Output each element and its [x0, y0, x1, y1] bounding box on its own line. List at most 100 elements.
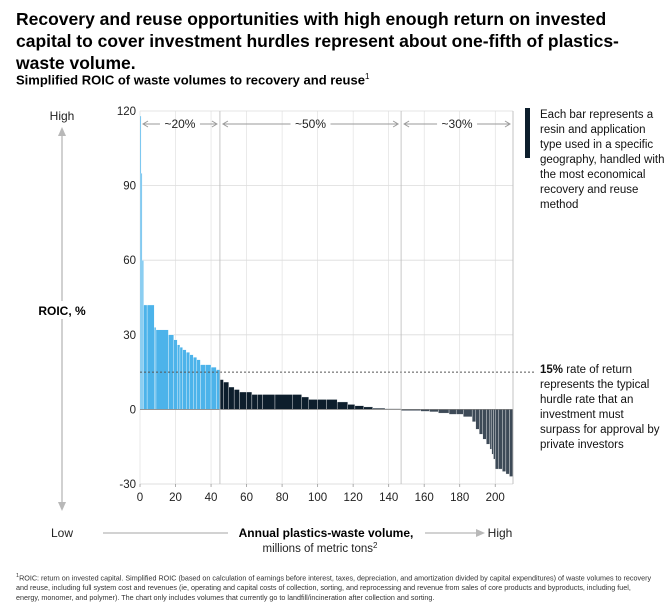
bar: [205, 364, 212, 410]
bar-legend-swatch: [525, 108, 530, 158]
bar: [493, 409, 496, 460]
y-axis-label-bg: [36, 301, 92, 319]
bar: [200, 364, 206, 410]
x-tick-label: 20: [169, 492, 182, 504]
footnote-text: ROIC: return on invested capital. Simpli…: [16, 573, 652, 603]
bar: [155, 329, 169, 410]
bar: [141, 260, 144, 410]
bar: [301, 396, 309, 410]
bar: [498, 409, 503, 470]
segment-label: ~50%: [295, 117, 326, 131]
segment-arrow-left: [142, 120, 149, 128]
x-tick-label: 120: [344, 492, 363, 504]
bar: [239, 391, 247, 410]
y-axis-arrow-head-up: [58, 127, 66, 136]
bar: [251, 394, 258, 410]
x-axis-title: Annual plastics-waste volume,: [239, 526, 414, 540]
bar: [154, 327, 157, 410]
x-tick-label: 60: [240, 492, 253, 504]
bar: [186, 352, 190, 410]
segments-group: ~20% ~50% ~30%: [142, 111, 514, 484]
bar: [179, 347, 183, 410]
bar: [336, 401, 348, 410]
bar: [354, 405, 364, 410]
bar: [274, 394, 293, 410]
bar: [182, 349, 187, 410]
bar: [495, 409, 499, 470]
bar: [219, 379, 224, 410]
y-tick-label: 0: [130, 404, 136, 416]
bar-note: Each bar represents a resin and applicat…: [540, 109, 665, 211]
bar: [193, 357, 198, 410]
x-tick-label: 140: [379, 492, 398, 504]
segment-label: ~30%: [442, 117, 473, 131]
bar: [177, 344, 181, 410]
hurdle-note-text: rate of return represents the typical hu…: [540, 364, 660, 451]
y-tick-label: 120: [117, 106, 136, 118]
bar: [173, 339, 178, 410]
y-tick-label: 60: [123, 255, 136, 267]
bar: [438, 409, 450, 414]
segment-arrow-right: [392, 120, 400, 128]
subtitle-text: Simplified ROIC of waste volumes to reco…: [16, 72, 365, 88]
bar: [448, 409, 457, 415]
hurdle-note-rate: 15%: [540, 364, 564, 376]
bar: [486, 409, 491, 445]
x-tick-label: 80: [276, 492, 289, 504]
bar: [223, 381, 229, 410]
bar: [347, 404, 356, 410]
bar: [491, 409, 494, 455]
bar: [262, 394, 276, 410]
segment-arrow-left: [221, 120, 229, 128]
segment-arrow-right: [211, 120, 218, 128]
y-axis-low-label: Low: [51, 526, 73, 540]
bar: [326, 399, 338, 410]
x-tick-label: 40: [205, 492, 218, 504]
bar: [317, 399, 327, 410]
gridlines: [139, 110, 514, 485]
bar: [509, 409, 514, 477]
x-axis-arrow-head: [476, 529, 485, 537]
bar: [210, 366, 217, 410]
y-axis-title: ROIC, %: [38, 304, 86, 318]
x-tick-label: 100: [308, 492, 327, 504]
bar: [479, 409, 483, 435]
bar: [471, 409, 476, 423]
segment-arrow-left: [403, 120, 410, 128]
segment-label: ~20%: [164, 117, 195, 131]
bar: [489, 409, 492, 450]
bar: [455, 409, 464, 415]
bar: [189, 354, 194, 410]
bar: [257, 394, 263, 410]
x-tick-label: 160: [415, 492, 434, 504]
y-axis-arrow-head-down: [58, 502, 66, 511]
bar: [233, 389, 240, 410]
bar: [216, 369, 221, 410]
x-tick-label: 180: [450, 492, 469, 504]
bar: [143, 304, 148, 410]
y-axis-high-label: High: [50, 109, 75, 123]
bar: [482, 409, 487, 440]
x-axis-footnote-marker: 2: [373, 541, 378, 550]
chart-subtitle: Simplified ROIC of waste volumes to reco…: [16, 72, 369, 87]
bars-group: [139, 115, 514, 477]
chart-title: Recovery and reuse opportunities with hi…: [16, 9, 619, 73]
bar: [505, 409, 510, 475]
bar: [308, 399, 318, 410]
x-tick-label: 0: [137, 492, 143, 504]
bar: [463, 409, 473, 418]
bar: [292, 394, 302, 410]
x-tick-label: 200: [486, 492, 505, 504]
hurdle-note: 15% rate of return represents the typica…: [540, 363, 665, 453]
bar: [246, 391, 253, 410]
bar: [502, 409, 507, 472]
segment-arrow-right: [504, 120, 511, 128]
footnote-marker: 1: [16, 573, 20, 579]
y-tick-label: -30: [119, 479, 136, 491]
y-tick-label: 90: [123, 181, 136, 193]
footnote: 1ROIC: return on invested capital. Simpl…: [16, 571, 656, 603]
bar: [228, 386, 235, 410]
bar: [146, 304, 155, 410]
x-axis-subtitle: millions of metric tons2: [262, 541, 378, 555]
